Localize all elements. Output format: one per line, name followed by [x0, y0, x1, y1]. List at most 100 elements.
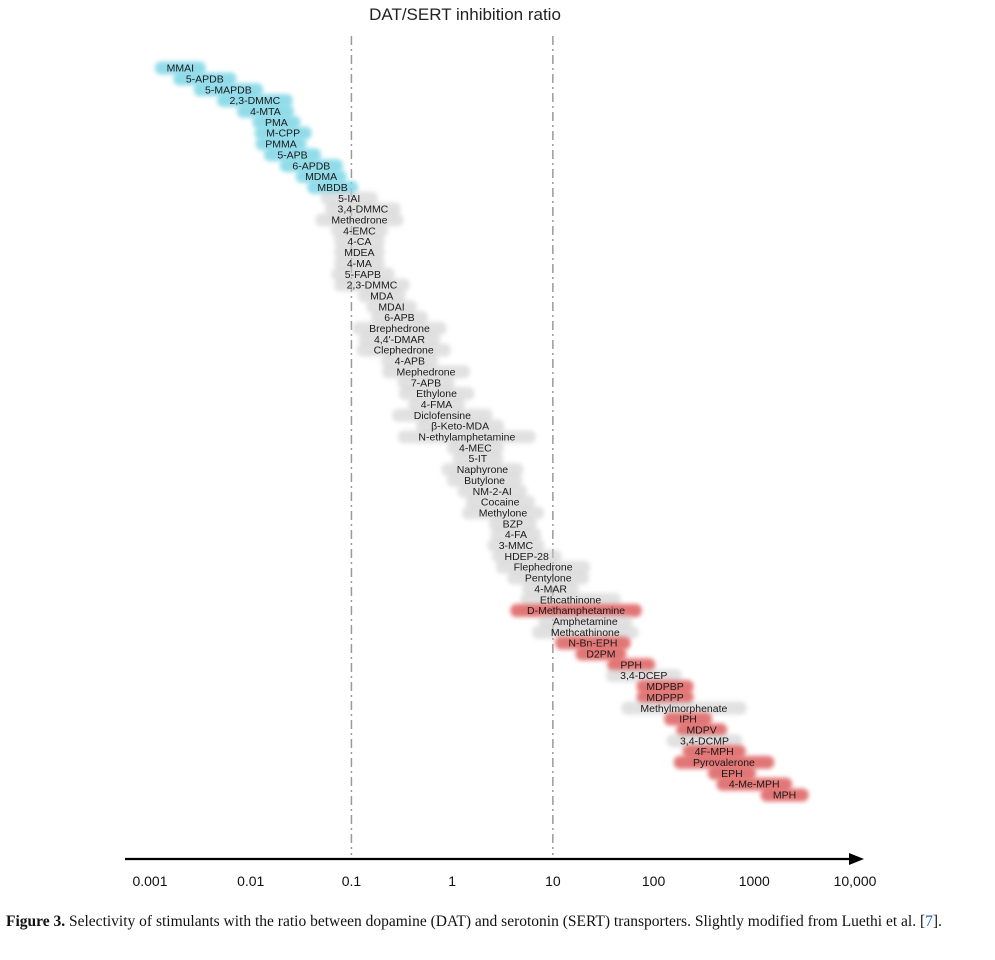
compound-label: Pyrovalerone: [693, 757, 755, 769]
compound-label: 4-CA: [347, 236, 371, 248]
compound-label: Clephedrone: [374, 345, 434, 357]
ratio-band: [236, 104, 294, 118]
ratio-band: [392, 408, 493, 422]
ratio-band: [666, 734, 743, 748]
compound-label: 5-IAI: [338, 193, 360, 205]
compound-label: 2,3-DMMC: [347, 280, 398, 292]
compound-label: Ethcathinone: [540, 594, 601, 606]
chart-title: DAT/SERT inhibition ratio: [369, 5, 561, 24]
compound-label: 4-MTA: [250, 106, 281, 118]
compound-label: MDMA: [305, 171, 337, 183]
ratio-band: [490, 528, 542, 542]
compound-label: MDPPP: [646, 692, 683, 704]
ratio-band: [330, 224, 388, 238]
x-tick-label: 0.01: [237, 873, 264, 889]
compound-label: 4-APB: [395, 356, 425, 368]
ratio-band: [264, 148, 322, 162]
compound-label: 7-APB: [411, 377, 441, 389]
compound-label: 4-FA: [505, 529, 527, 541]
compound-label: EPH: [721, 768, 743, 780]
caption-label: Figure 3.: [6, 913, 66, 930]
ratio-band: [252, 115, 301, 129]
compound-label: MBDB: [317, 182, 347, 194]
compound-label: MDPBP: [646, 681, 683, 693]
x-axis-arrowhead: [849, 853, 864, 865]
ratio-bands: [154, 61, 809, 802]
ratio-band: [555, 636, 631, 650]
compound-label: 3-MMC: [499, 540, 534, 552]
ratio-band: [487, 538, 545, 552]
compound-label: MDPV: [686, 724, 716, 736]
ratio-band: [538, 614, 633, 628]
compound-label: N-Bn-EPH: [568, 638, 617, 650]
ratio-band: [607, 658, 656, 672]
ratio-band: [462, 506, 544, 520]
compound-label: Mephedrone: [397, 366, 456, 378]
ratio-band: [325, 202, 401, 216]
ratio-band: [334, 278, 410, 292]
compound-label: MPH: [773, 790, 796, 802]
ratio-band: [575, 647, 627, 661]
compound-label: Naphyrone: [457, 464, 509, 476]
compound-label: IPH: [679, 714, 697, 726]
ratio-band: [408, 397, 466, 411]
ratio-band: [441, 462, 524, 476]
ratio-band: [673, 755, 775, 769]
ratio-band: [446, 473, 523, 487]
compound-label: 4-MAR: [534, 583, 567, 595]
ratio-band: [492, 549, 562, 563]
compound-label: HDEP-28: [505, 551, 550, 563]
compound-label: Methylmorphenate: [640, 703, 727, 715]
x-tick-label: 10,000: [834, 873, 877, 889]
chart: DAT/SERT inhibition ratio MMAI5-APDB5-MA…: [125, 5, 877, 889]
ratio-band: [370, 311, 428, 325]
ratio-band: [315, 213, 404, 227]
compound-label: Methylone: [479, 507, 528, 519]
compound-label: 4-Me-MPH: [729, 779, 780, 791]
ratio-band: [193, 83, 264, 97]
ratio-band: [331, 267, 395, 281]
compound-label: 5-APB: [277, 149, 307, 161]
compound-label: 4,4'-DMAR: [374, 334, 425, 346]
ratio-band: [381, 365, 470, 379]
compound-label: 6-APB: [384, 312, 414, 324]
x-tick-label: 1000: [739, 873, 770, 889]
ratio-band: [465, 495, 535, 509]
caption-reference-link[interactable]: 7: [925, 913, 933, 930]
compound-label: Pentylone: [525, 573, 572, 585]
compound-label: 5-IT: [469, 453, 488, 465]
compound-label: 4-MEC: [459, 442, 492, 454]
ratio-band: [707, 766, 756, 780]
compound-labels: MMAI5-APDB5-MAPDB2,3-DMMC4-MTAPMAM-CPPPM…: [167, 63, 797, 802]
compound-label: Cocaine: [481, 497, 520, 509]
compound-label: MDEA: [344, 247, 374, 259]
caption-text: Selectivity of stimulants with the ratio…: [65, 913, 926, 930]
ratio-band: [334, 235, 385, 249]
compound-label: Amphetamine: [553, 616, 618, 628]
reference-lines: [350, 36, 554, 855]
ratio-band: [398, 430, 536, 444]
ratio-band: [621, 701, 747, 715]
ratio-band: [352, 321, 447, 335]
ratio-band: [334, 256, 385, 270]
compound-label: N-ethylamphetamine: [418, 432, 515, 444]
x-axis: 0.001 0.01 0.1 1 10 100 1000 10,000: [125, 853, 877, 889]
ratio-band: [397, 376, 455, 390]
ratio-band: [664, 712, 713, 726]
compound-label: BZP: [503, 518, 523, 530]
ratio-band: [255, 137, 307, 151]
compound-label: 5-APDB: [186, 73, 224, 85]
compound-label: Brephedrone: [369, 323, 430, 335]
ratio-band: [356, 343, 451, 357]
compound-label: 4-FMA: [421, 399, 453, 411]
ratio-band: [416, 419, 505, 433]
figure-caption: Figure 3. Selectivity of stimulants with…: [6, 910, 991, 934]
ratio-band: [398, 387, 475, 400]
ratio-band: [217, 94, 293, 108]
ratio-band: [357, 289, 406, 303]
ratio-band: [636, 690, 694, 704]
ratio-band: [295, 170, 347, 183]
ratio-band: [510, 604, 642, 617]
compound-label: NM-2-AI: [473, 486, 512, 498]
compound-label: Butylone: [464, 475, 505, 487]
